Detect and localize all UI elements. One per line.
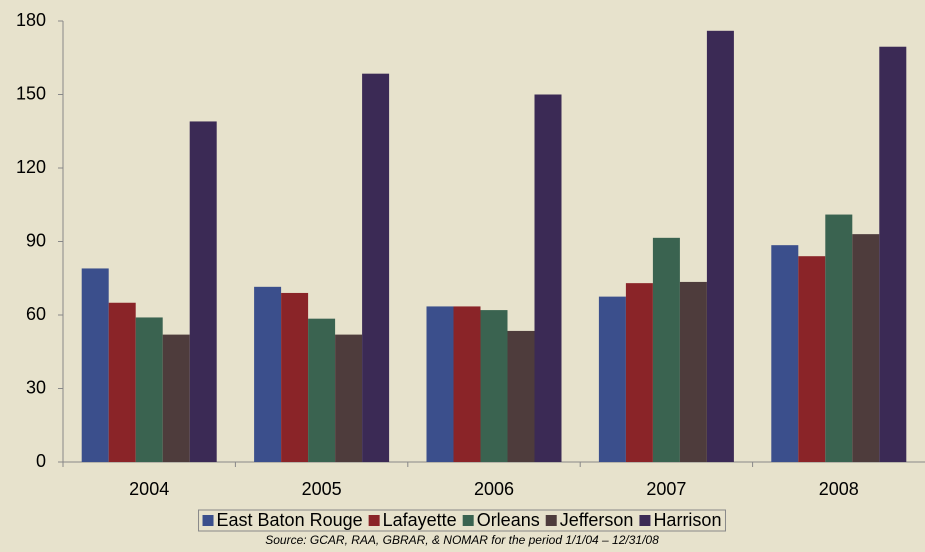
bar [162,334,190,462]
legend-label: Orleans [477,510,540,530]
bar [108,302,136,462]
bar [81,268,109,462]
bar [679,281,707,462]
x-tick-label: 2006 [474,479,514,499]
bar [598,296,626,462]
bar [480,310,508,462]
bar [335,334,363,462]
bar [362,73,390,463]
y-tick-label: 0 [36,451,46,471]
bar [825,214,853,462]
bar [426,306,454,462]
bar [852,234,880,462]
x-tick-label: 2004 [129,479,169,499]
x-tick-label: 2007 [646,479,686,499]
x-tick-label: 2008 [819,479,859,499]
bar [254,286,282,462]
legend-swatch [368,515,380,526]
bar [798,256,826,462]
bar [135,317,163,462]
bar [625,283,653,462]
y-tick-label: 30 [26,377,46,397]
y-tick-label: 180 [16,10,46,30]
bar [308,318,336,462]
legend-label: Jefferson [560,510,634,530]
legend-swatch [202,515,214,526]
legend: East Baton Rouge Lafayette Orleans Jefferso… [198,509,726,532]
source-note: Source: GCAR, RAA, GBRAR, & NOMAR for th… [265,533,659,547]
y-tick-label: 90 [26,230,46,250]
legend-label: East Baton Rouge [217,510,363,530]
legend-label: Harrison [653,510,721,530]
legend-swatch [462,515,474,526]
bar [453,306,481,462]
bar [281,292,309,462]
legend-swatch [545,515,557,526]
bar [534,94,562,462]
bar [879,46,907,462]
x-tick-label: 2005 [302,479,342,499]
legend-label: Lafayette [383,510,457,530]
y-tick-label: 120 [16,157,46,177]
bar [189,121,217,462]
legend-box [198,509,726,532]
bar [652,237,680,462]
y-tick-label: 60 [26,304,46,324]
bar [706,30,734,463]
bar [771,245,799,462]
legend-swatch [639,515,651,526]
bar [507,330,535,462]
y-tick-label: 150 [16,83,46,103]
